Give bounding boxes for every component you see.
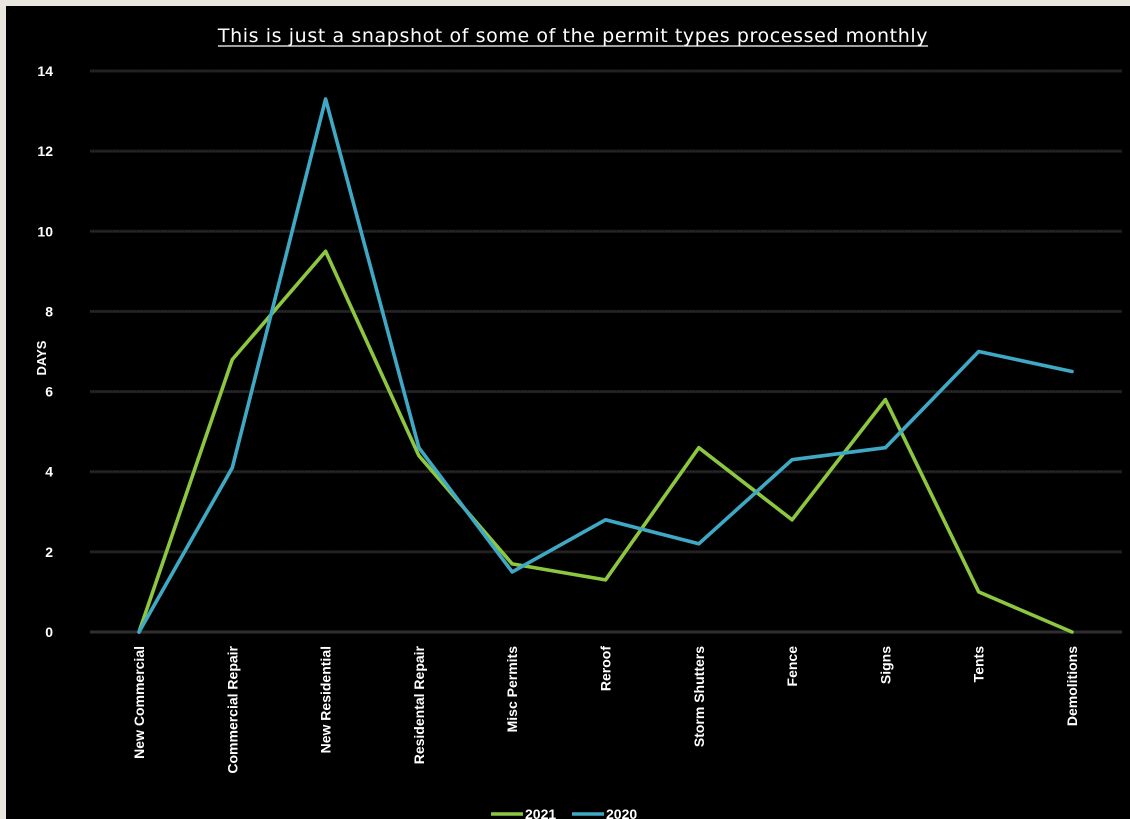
x-tick-label: Storm Shutters bbox=[691, 646, 707, 747]
y-tick-label: 6 bbox=[45, 384, 53, 400]
x-tick-label: Signs bbox=[877, 646, 893, 684]
y-tick-label: 14 bbox=[37, 63, 53, 79]
legend-label: 2020 bbox=[606, 806, 637, 819]
y-tick-label: 12 bbox=[37, 143, 53, 159]
y-tick-label: 0 bbox=[45, 624, 53, 640]
y-axis-ticks: 0 2 4 6 8 10 12 14 bbox=[37, 63, 53, 640]
line-chart: This is just a snapshot of some of the p… bbox=[34, 25, 1122, 819]
legend-label: 2021 bbox=[525, 806, 556, 819]
x-tick-label: Misc Permits bbox=[504, 646, 520, 733]
x-tick-label: Tents bbox=[971, 646, 987, 683]
series-line-2020 bbox=[137, 97, 1074, 634]
x-tick-label: Reroof bbox=[598, 646, 614, 691]
x-axis-ticks: New Commercial Commercial Repair New Resid… bbox=[131, 645, 1080, 773]
x-tick-label: Commercial Repair bbox=[224, 645, 240, 773]
x-tick-label: Residental Repair bbox=[411, 645, 427, 764]
series-line-2021 bbox=[137, 249, 1074, 634]
x-tick-label: Demolitions bbox=[1064, 646, 1080, 726]
chart-frame: This is just a snapshot of some of the p… bbox=[6, 6, 1130, 819]
x-tick-label: Fence bbox=[784, 646, 800, 687]
y-tick-label: 10 bbox=[37, 223, 53, 239]
x-tick-label: New Commercial bbox=[131, 646, 147, 759]
y-axis-label: DAYS bbox=[34, 340, 49, 375]
gridlines bbox=[90, 69, 1122, 634]
y-tick-label: 2 bbox=[45, 544, 53, 560]
chart-title: This is just a snapshot of some of the p… bbox=[217, 25, 928, 47]
legend: 2021 2020 bbox=[491, 806, 637, 819]
x-tick-label: New Residential bbox=[318, 646, 334, 753]
y-tick-label: 8 bbox=[45, 303, 53, 319]
y-tick-label: 4 bbox=[45, 464, 53, 480]
series-lines bbox=[137, 97, 1074, 634]
